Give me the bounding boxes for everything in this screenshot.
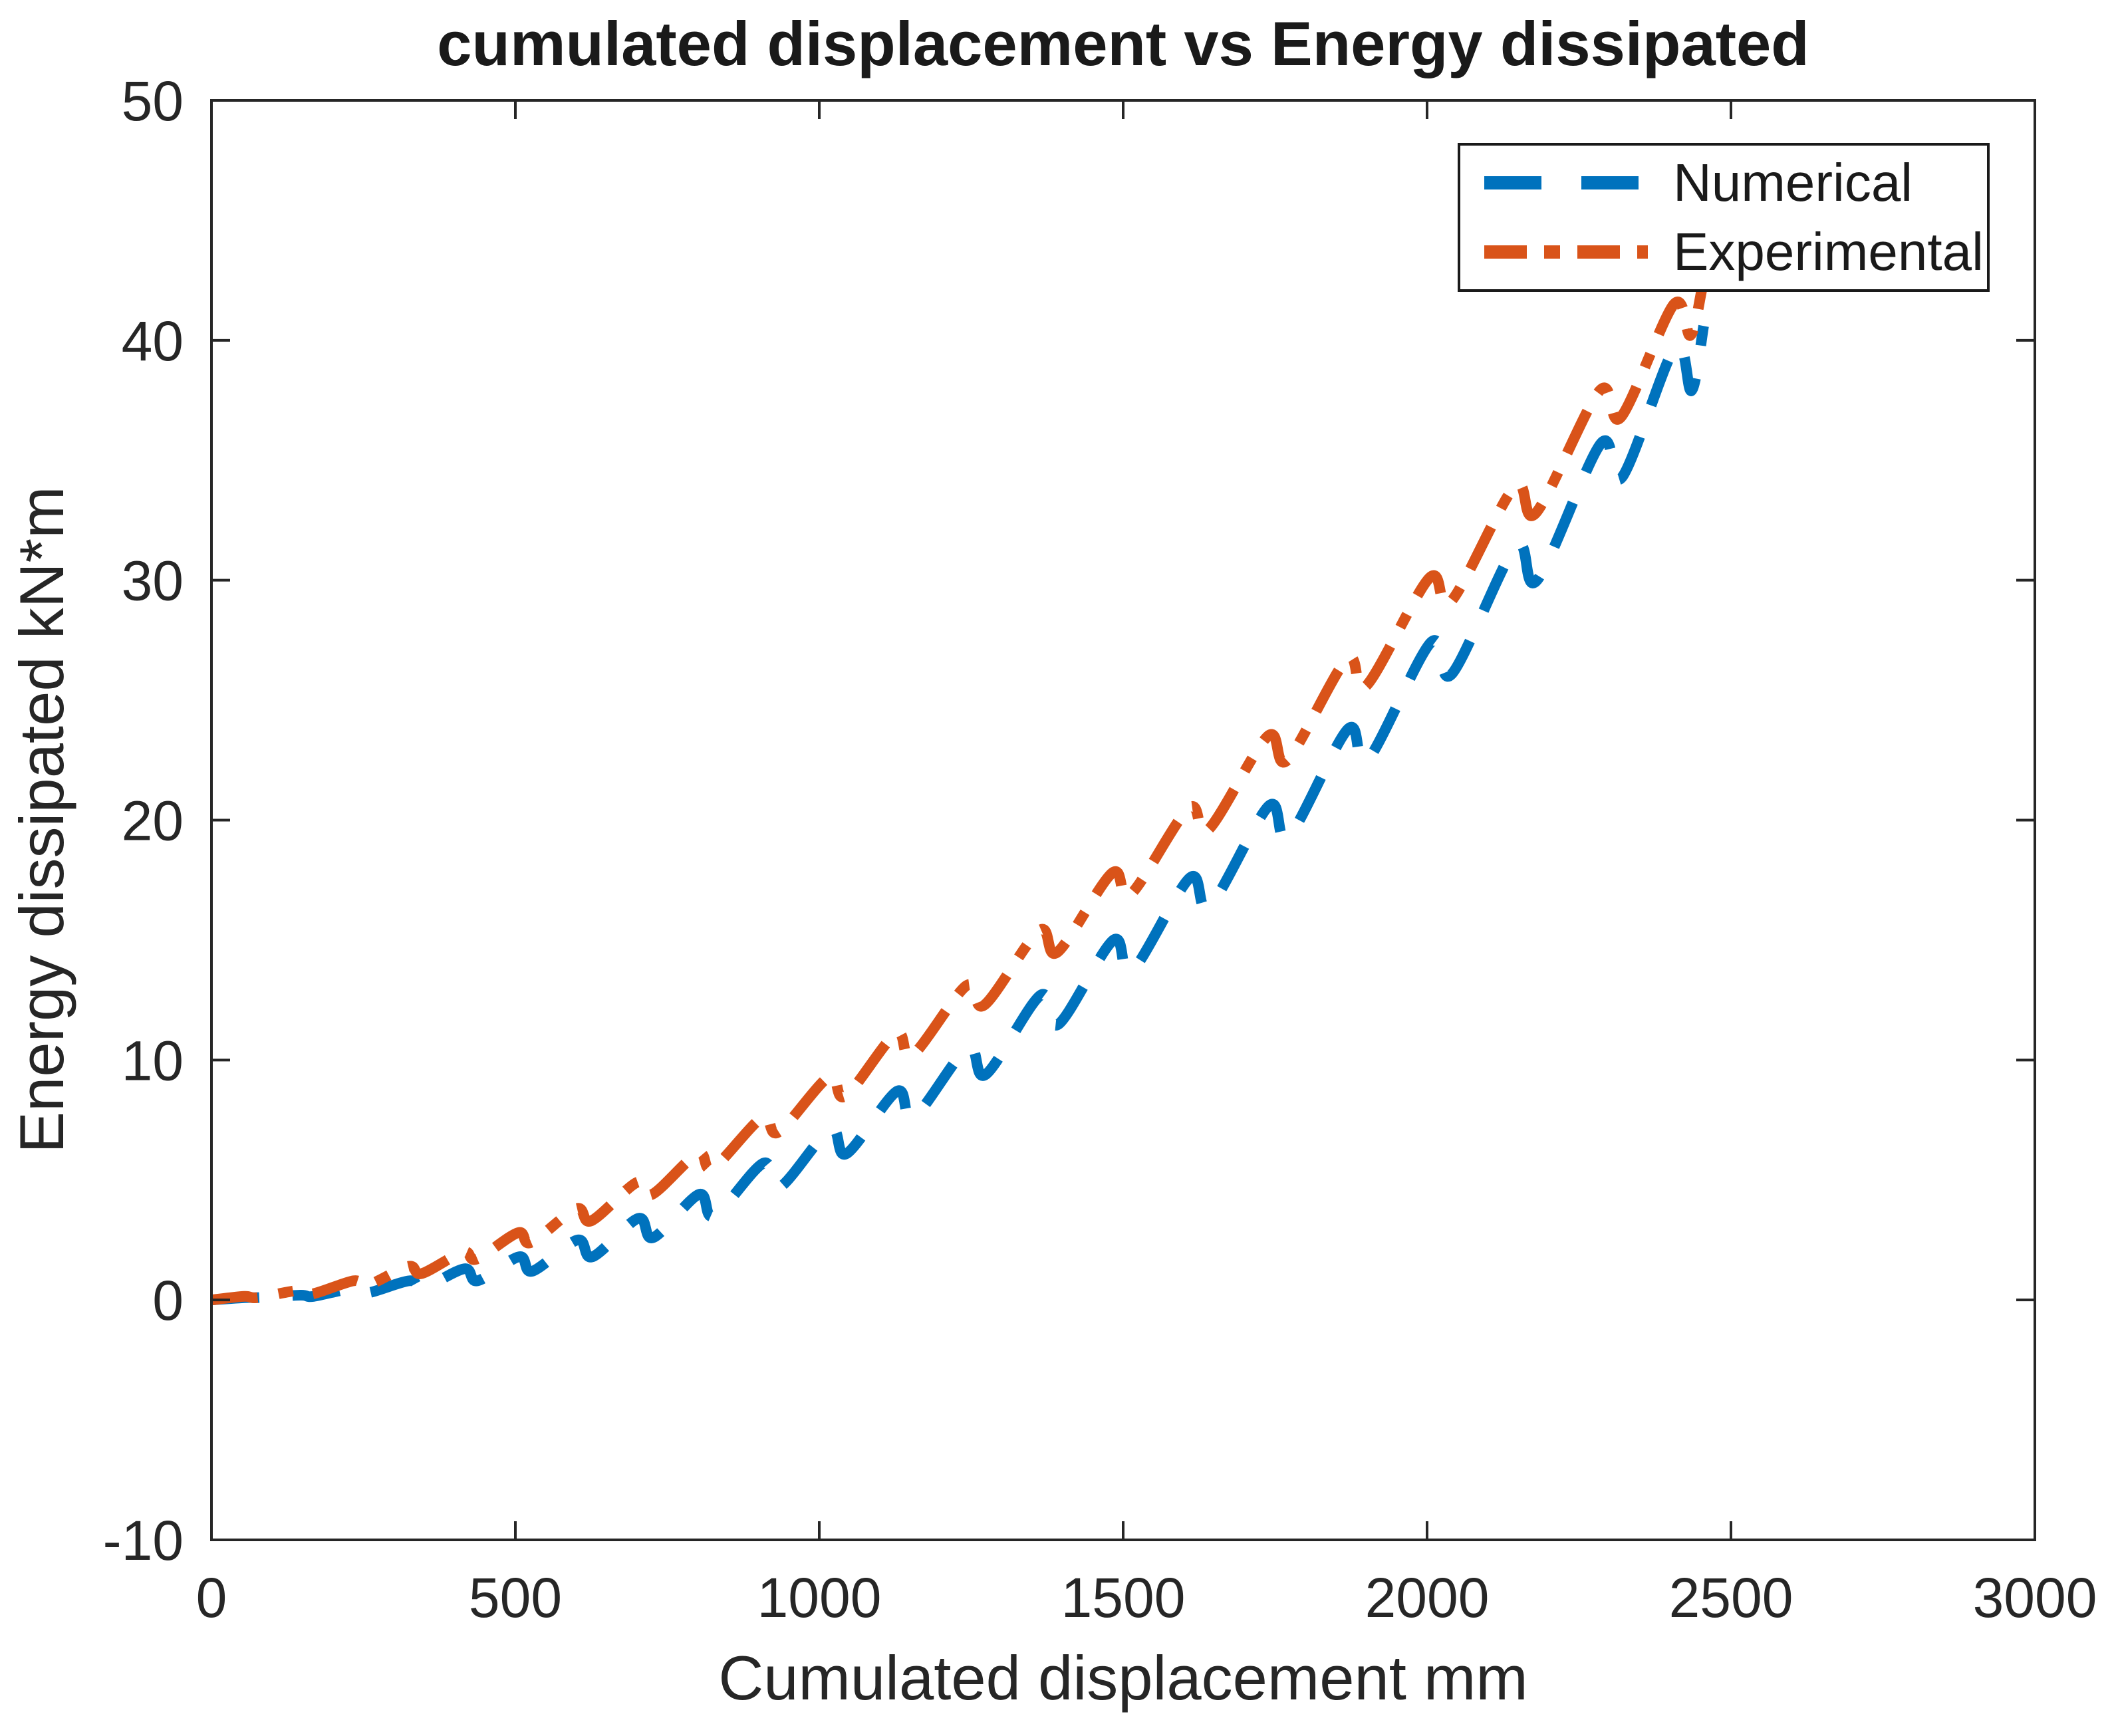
x-axis-label: Cumulated displacement mm — [718, 1643, 1527, 1713]
x-tick-label: 2500 — [1669, 1566, 1793, 1629]
x-tick-label: 1000 — [757, 1566, 882, 1629]
x-tick-label: 1500 — [1061, 1566, 1186, 1629]
legend-label-experimental: Experimental — [1673, 222, 1984, 281]
y-tick-label: 20 — [122, 790, 184, 852]
series-group — [211, 289, 1709, 1306]
legend-label-numerical: Numerical — [1673, 153, 1913, 212]
axes-box — [210, 99, 2036, 1541]
y-axis-label: Energy dissipated kN*m — [7, 486, 76, 1153]
y-tick-label: 0 — [152, 1269, 184, 1332]
y-tick-label: 30 — [122, 550, 184, 612]
legend-item-numerical: Numerical — [1483, 156, 1987, 209]
series-experimental-line — [211, 289, 1707, 1306]
experimental-line-sample — [1484, 245, 1648, 259]
x-tick-label: 3000 — [1973, 1566, 2097, 1629]
y-tick-label: 50 — [122, 70, 184, 132]
x-tick-label: 500 — [469, 1566, 562, 1629]
legend: Numerical Experimental — [1458, 143, 1990, 292]
y-tick-label: 10 — [122, 1029, 184, 1092]
x-tick-label: 0 — [196, 1566, 227, 1629]
chart-title: cumulated displacement vs Energy dissipa… — [437, 9, 1809, 78]
legend-item-experimental: Experimental — [1483, 225, 1987, 279]
x-tick-label: 2000 — [1365, 1566, 1490, 1629]
numerical-line-sample — [1484, 176, 1648, 189]
y-tick-label: -10 — [103, 1509, 184, 1572]
y-tick-label: 40 — [122, 310, 184, 372]
series-numerical-line — [211, 324, 1709, 1306]
